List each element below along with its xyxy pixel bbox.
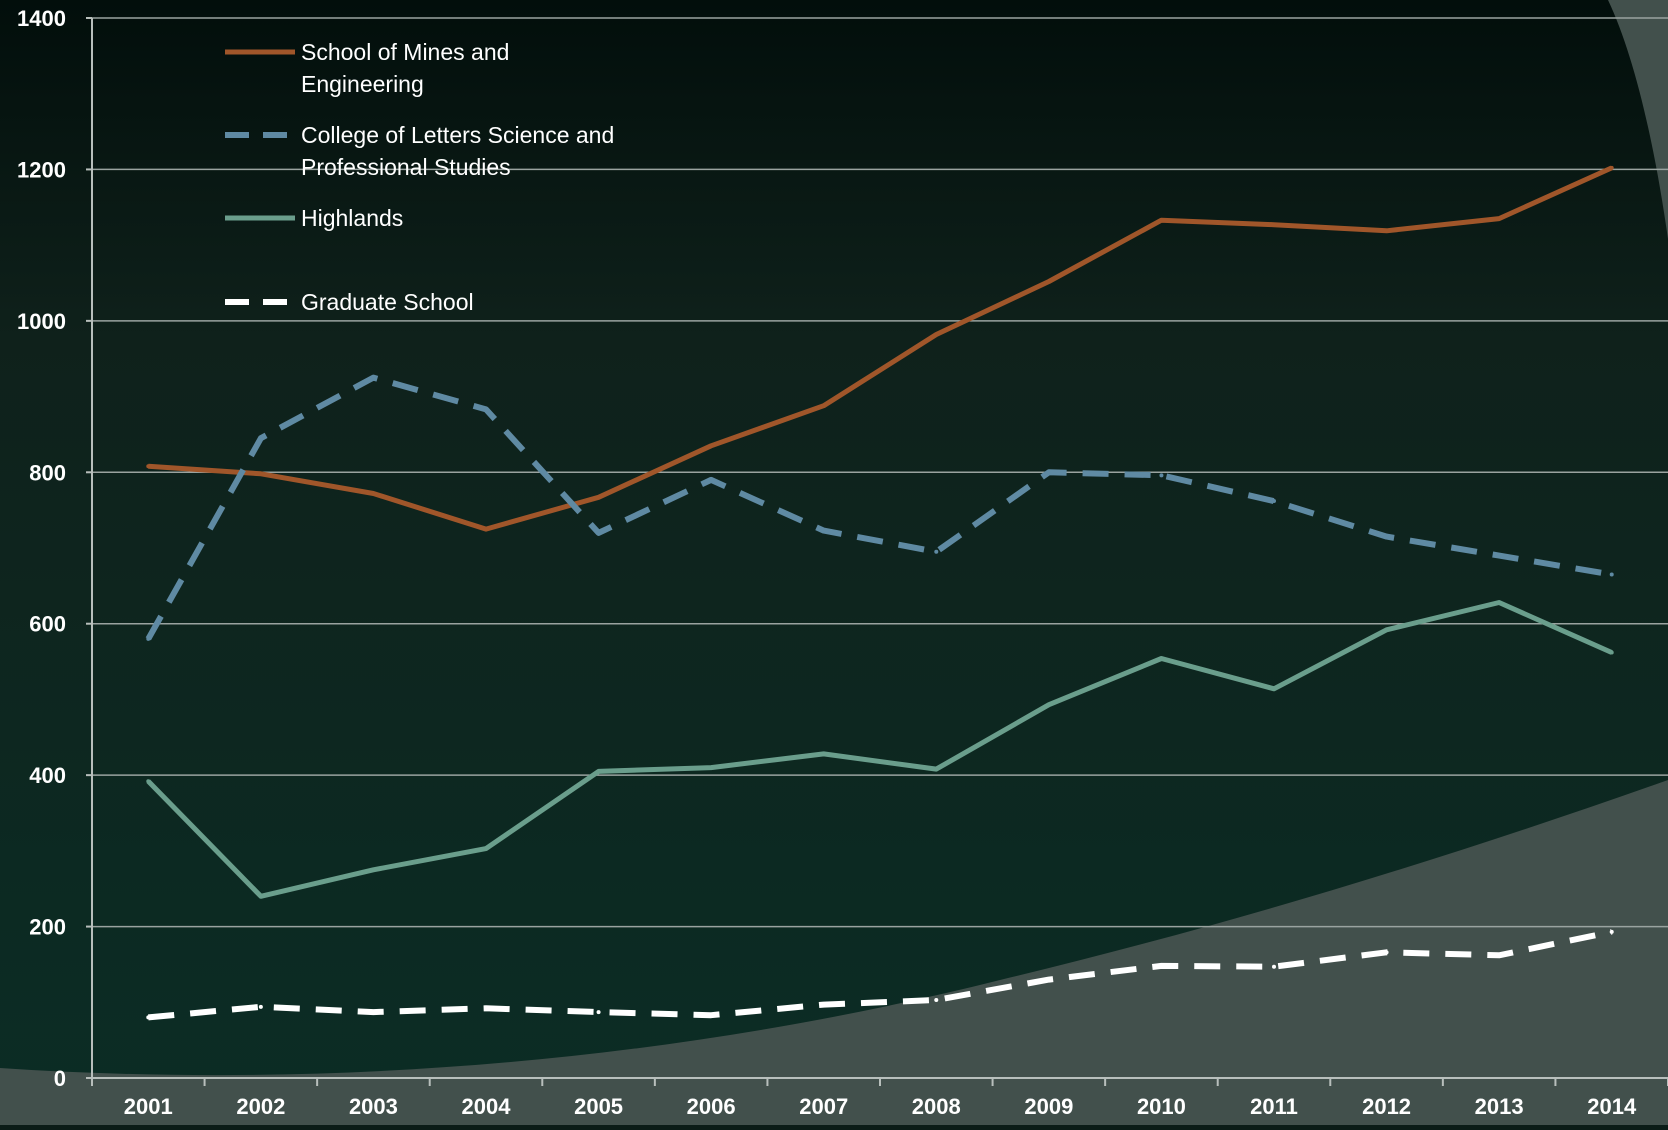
data-point <box>821 751 826 756</box>
legend: School of Mines and Engineering College of… <box>225 39 614 315</box>
data-point <box>596 495 601 500</box>
data-point <box>1497 553 1502 558</box>
data-point <box>146 779 151 784</box>
data-point <box>1272 222 1276 227</box>
data-point <box>258 894 263 899</box>
y-tick-label: 400 <box>29 763 66 788</box>
data-point <box>1046 279 1051 284</box>
data-point <box>934 767 939 772</box>
data-point <box>371 867 376 872</box>
data-point <box>596 769 601 774</box>
data-point <box>146 636 151 641</box>
series-line-1 <box>145 374 1613 641</box>
y-tick-label: 0 <box>54 1066 66 1091</box>
data-point <box>258 1004 263 1009</box>
data-point <box>258 436 263 441</box>
legend-label: College of Letters Science and <box>301 122 614 148</box>
data-point <box>934 998 939 1003</box>
data-point <box>258 471 263 476</box>
data-point <box>1609 650 1614 655</box>
data-point <box>371 375 376 380</box>
x-tick-label: 2010 <box>1137 1094 1186 1119</box>
x-tick-label: 2003 <box>349 1094 398 1119</box>
data-point <box>709 477 714 482</box>
x-tick-label: 2008 <box>912 1094 961 1119</box>
data-point <box>484 1006 488 1011</box>
series-line-0 <box>148 165 1613 532</box>
data-point <box>1384 228 1389 233</box>
legend-label: Professional Studies <box>301 154 511 180</box>
x-tick-label: 2007 <box>799 1094 848 1119</box>
data-point <box>1046 702 1051 707</box>
data-point <box>371 1010 376 1015</box>
data-point <box>1046 977 1051 982</box>
data-point <box>1609 572 1614 577</box>
data-point <box>1497 600 1502 605</box>
x-tick-label: 2014 <box>1587 1094 1637 1119</box>
x-tick-label: 2009 <box>1024 1094 1073 1119</box>
x-tick-label: 2012 <box>1362 1094 1411 1119</box>
data-point <box>1609 165 1614 170</box>
legend-label: School of Mines and <box>301 39 509 65</box>
data-point <box>146 464 151 469</box>
data-point <box>1384 627 1389 632</box>
data-point <box>709 443 714 448</box>
decorative-swoosh-bottom <box>0 780 1668 1125</box>
data-point <box>934 549 939 554</box>
data-point <box>1497 953 1502 958</box>
data-point <box>934 332 939 337</box>
x-tick-label: 2006 <box>687 1094 736 1119</box>
x-tick-label: 2004 <box>462 1094 512 1119</box>
x-tick-label: 2013 <box>1475 1094 1524 1119</box>
legend-label: Highlands <box>301 205 403 231</box>
data-point <box>709 765 714 770</box>
data-point <box>1159 656 1164 661</box>
data-point <box>1046 470 1051 475</box>
y-tick-label: 200 <box>29 915 66 940</box>
data-point <box>1384 534 1389 539</box>
data-point <box>1272 964 1276 969</box>
gridlines <box>92 17 1668 928</box>
x-tick-label: 2002 <box>236 1094 285 1119</box>
series-lines <box>145 165 1614 1021</box>
y-tick-label: 600 <box>29 612 66 637</box>
data-point <box>1272 686 1276 691</box>
axes: 0 200 400 600 800 1000 1200 1400 2001 2002 2003 200… <box>17 6 1668 1119</box>
data-point <box>709 1013 714 1018</box>
y-tick-label: 1200 <box>17 157 66 182</box>
data-point <box>1272 499 1276 504</box>
data-point <box>484 846 488 851</box>
x-tick-label: 2005 <box>574 1094 623 1119</box>
legend-label: Engineering <box>301 71 424 97</box>
data-point <box>484 527 488 532</box>
data-point <box>1159 473 1164 478</box>
data-point <box>596 530 601 535</box>
y-tick-label: 1400 <box>17 6 66 31</box>
y-tick-label: 1000 <box>17 309 66 334</box>
y-tick-label: 800 <box>29 460 66 485</box>
x-tick-label: 2001 <box>124 1094 173 1119</box>
data-point <box>1159 218 1164 223</box>
data-point <box>1159 963 1164 968</box>
legend-label: Graduate School <box>301 289 474 315</box>
data-point <box>146 1015 151 1020</box>
data-point <box>821 1002 826 1007</box>
data-point <box>821 403 826 408</box>
data-point <box>1384 950 1389 955</box>
data-point <box>484 407 488 412</box>
data-point <box>1497 216 1502 221</box>
data-point <box>371 491 376 496</box>
x-tick-label: 2011 <box>1250 1094 1298 1119</box>
data-point <box>1609 929 1614 934</box>
data-point <box>821 528 826 533</box>
series-line-3 <box>148 928 1613 1021</box>
data-point <box>596 1010 601 1015</box>
series-line-2 <box>146 600 1613 899</box>
